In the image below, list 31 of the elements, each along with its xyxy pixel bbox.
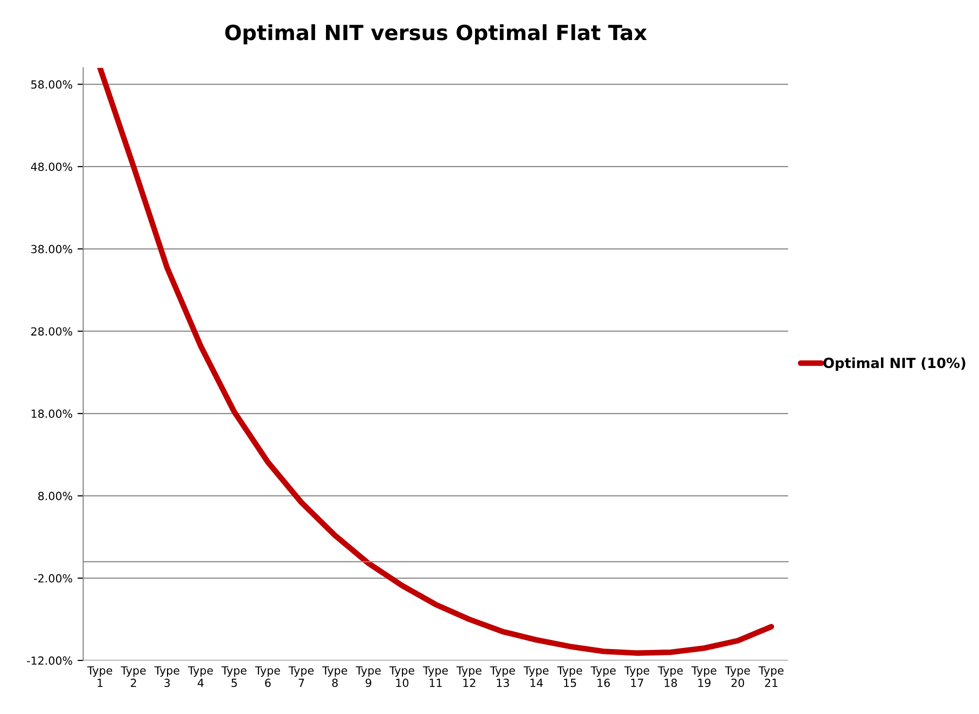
x-tick-label: Type 20 — [724, 666, 750, 688]
y-tick-label: -2.00% — [34, 574, 72, 583]
x-tick-label: Type 8 — [322, 666, 348, 688]
chart-title: Optimal NIT versus Optimal Flat Tax — [225, 24, 647, 44]
x-tick-label: Type 11 — [422, 666, 448, 687]
y-tick-label: 58.00% — [31, 80, 72, 89]
x-tick-label: Type 21 — [758, 666, 784, 687]
x-tick-label: Type 19 — [691, 666, 716, 688]
x-tick-label: Type 6 — [255, 666, 280, 688]
y-tick-label: 8.00% — [38, 492, 72, 500]
x-tick-label: Type 9 — [356, 666, 381, 688]
x-tick-label: Type 2 — [120, 666, 146, 687]
x-tick-label: Type 12 — [456, 666, 482, 687]
x-tick-label: Type 15 — [557, 666, 582, 688]
x-tick-label: Type 17 — [624, 666, 650, 687]
x-tick-label: Type 7 — [288, 666, 314, 687]
y-tick-label: 18.00% — [32, 410, 72, 418]
x-tick-label: Type 5 — [221, 666, 246, 688]
x-tick-label: Type 16 — [590, 666, 616, 688]
x-tick-label: Type 4 — [188, 666, 213, 687]
y-tick-label: 38.00% — [31, 244, 72, 254]
x-tick-label: Type 1 — [87, 666, 112, 687]
x-tick-label: Type 18 — [658, 666, 683, 688]
y-tick-label: 28.00% — [31, 327, 72, 336]
x-tick-label: Type 10 — [389, 666, 414, 688]
y-tick-label: -12.00% — [26, 656, 72, 665]
x-tick-label: Type 3 — [154, 666, 180, 688]
x-tick-label: Type 13 — [490, 666, 515, 688]
x-tick-label: Type 14 — [524, 666, 549, 687]
y-tick-label: 48.00% — [30, 162, 72, 171]
legend-label: Optimal NIT (10%) — [824, 357, 966, 371]
